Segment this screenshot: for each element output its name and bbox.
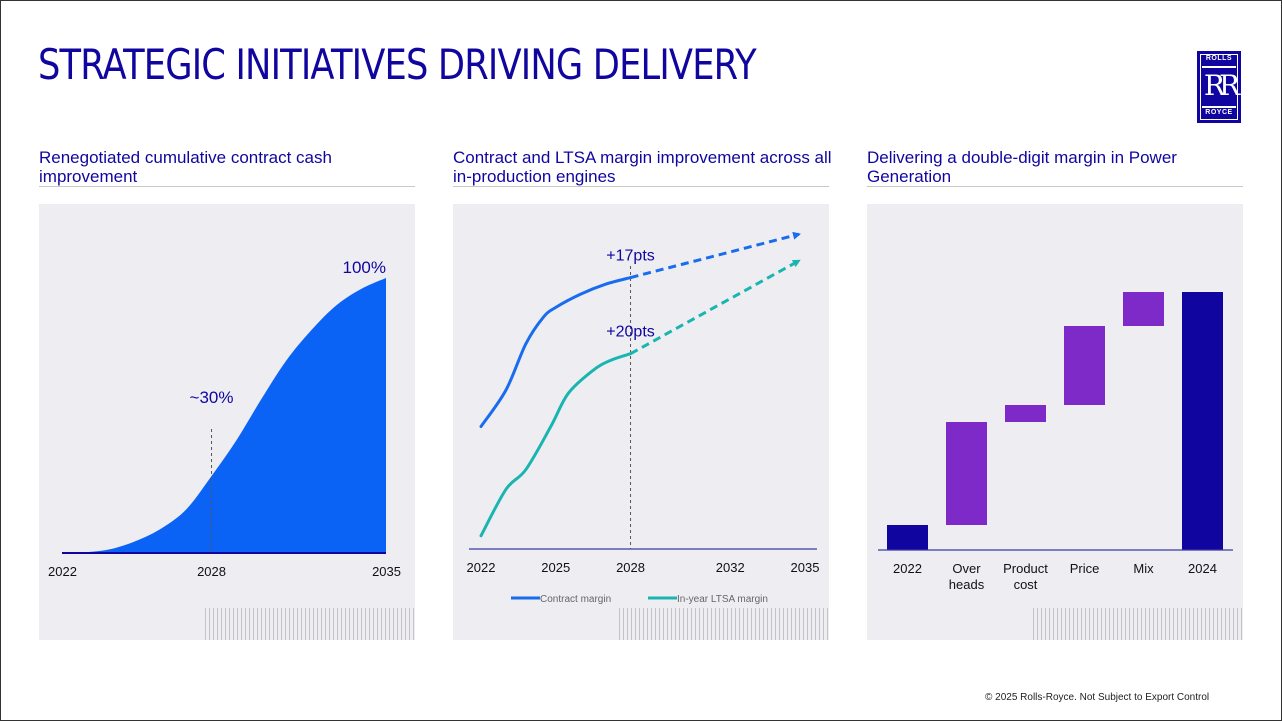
waterfall-bar-1 [946,422,987,525]
panel-3-title: Delivering a double-digit margin in Powe… [867,148,1177,186]
chart-panel-power: 2022 Over heads Product cost Price Mix 2024 [867,204,1243,640]
x-tick-label: 2025 [541,560,570,575]
waterfall-bar-2 [1005,405,1046,422]
panel-hatch [205,608,415,640]
category-label-line: cost [1014,577,1038,592]
x-tick-label: 2032 [716,560,745,575]
x-tick-label: 2028 [197,564,226,579]
category-label: 2022 [893,561,922,576]
category-label-line: heads [949,577,985,592]
logo-text-bottom: ROYCE [1205,109,1233,116]
chart-panel-cash: ~30% 100% 2022 2028 2035 [39,204,415,640]
x-tick-label: 2035 [372,564,401,579]
waterfall-bar-3 [1064,326,1105,405]
panel-1-title: Renegotiated cumulative contract cash im… [39,148,332,186]
category-label: 2024 [1188,561,1217,576]
category-label-line: Over [952,561,981,576]
power-waterfall-chart: 2022 Over heads Product cost Price Mix 2024 [878,292,1233,592]
cash-area-chart: ~30% 100% 2022 2028 2035 [48,258,401,579]
area-fill [62,278,386,553]
category-label: Mix [1133,561,1154,576]
page-title: STRATEGIC INITIATIVES DRIVING DELIVERY [38,40,757,89]
logo-text-top: ROLLS [1205,55,1233,62]
category-label: Price [1070,561,1100,576]
panel-3-rule [867,186,1243,187]
waterfall-bar-4 [1123,292,1164,326]
category-label-line: 2024 [1188,561,1217,576]
x-tick-label: 2022 [48,564,77,579]
waterfall-bar-0 [887,525,928,550]
annotation-label: 100% [343,258,386,277]
panel-hatch [1033,608,1243,640]
category-label: Over heads [949,561,985,592]
category-label: Product cost [1003,561,1048,592]
delta-label: +17pts [606,248,654,265]
x-tick-label: 2022 [467,560,496,575]
projection-line-contract [630,231,801,280]
x-tick-label: 2028 [616,560,645,575]
chart-panel-margin: +17pts +20pts 2022 2025 2028 2032 2035 Contract… [453,204,829,640]
category-label-line: 2022 [893,561,922,576]
panel-2-rule [453,186,829,187]
x-tick-label: 2035 [791,560,820,575]
legend-label: Contract margin [540,594,611,605]
panel-2-title: Contract and LTSA margin improvement acr… [453,148,832,186]
category-label-line: Price [1070,561,1100,576]
logo-monogram: RR [1203,69,1240,102]
projection-line-ltsa [629,259,801,356]
waterfall-bar-5 [1182,292,1223,550]
annotation-label: ~30% [190,388,234,407]
series-line-ltsa [479,352,633,538]
delta-label: +20pts [606,324,654,341]
category-label-line: Product [1003,561,1048,576]
footer-copyright: © 2025 Rolls-Royce. Not Subject to Expor… [985,692,1210,703]
legend-label: In-year LTSA margin [677,594,768,605]
panel-hatch [619,608,829,640]
panel-1-rule [39,186,415,187]
rolls-royce-logo: ROLLS RR ROYCE [1197,51,1241,123]
series-line-contract [479,276,633,429]
category-label-line: Mix [1133,561,1154,576]
margin-line-chart: +17pts +20pts 2022 2025 2028 2032 2035 Contract… [467,231,820,605]
